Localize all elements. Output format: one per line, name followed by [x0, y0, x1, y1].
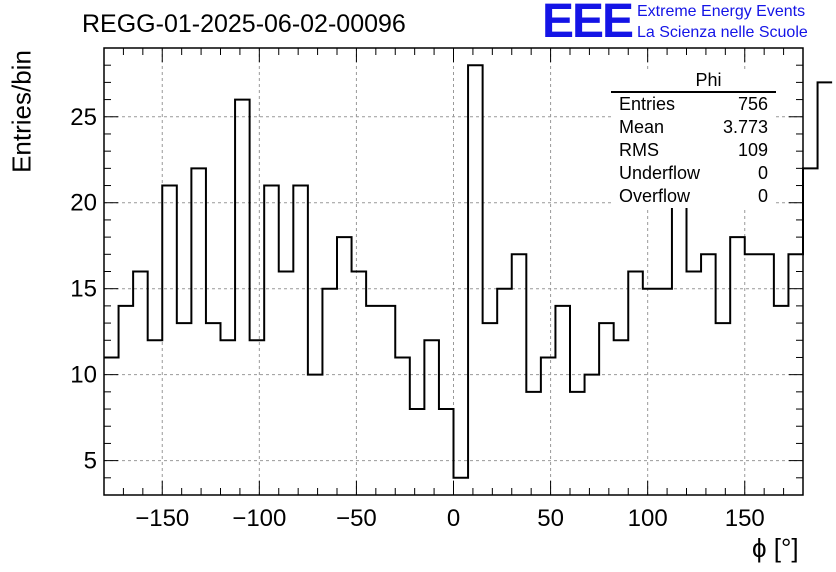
stats-value: 756 [737, 94, 768, 114]
y-tick-label: 20 [70, 190, 97, 217]
x-tick-label: 150 [725, 505, 765, 532]
x-tick-label: −150 [135, 505, 189, 532]
x-tick-label: 50 [537, 505, 564, 532]
stats-row-entries: Entries 756 [611, 93, 776, 116]
y-tick-label: 10 [70, 362, 97, 389]
y-tick-label: 25 [70, 104, 97, 131]
y-axis-label: Entries/bin [6, 50, 37, 173]
logo-subtitle-1: Extreme Energy Events [637, 3, 806, 20]
stats-value: 0 [757, 186, 768, 206]
stats-row-overflow: Overflow 0 [611, 185, 776, 208]
histogram-outline [104, 64, 833, 479]
eee-logo: EEE [542, 0, 634, 48]
stats-row-rms: RMS 109 [611, 139, 776, 162]
stats-box: Phi Entries 756 Mean 3.773 RMS 109 Under… [611, 70, 776, 208]
stats-title: Phi [611, 70, 776, 93]
stats-row-mean: Mean 3.773 [611, 116, 776, 139]
stats-value: 0 [757, 163, 768, 183]
x-tick-label: −50 [336, 505, 377, 532]
stats-label: Entries [619, 94, 676, 114]
tick-labels: −150 −100 −50 0 50 100 150 5 10 15 20 25 [70, 104, 764, 532]
stats-label: Mean [619, 117, 665, 137]
x-axis-label: ϕ [°] [752, 533, 799, 563]
stats-label: Overflow [619, 186, 691, 206]
x-tick-label: −100 [232, 505, 286, 532]
logo-subtitle-2: La Scienza nelle Scuole [637, 24, 808, 41]
y-tick-label: 15 [70, 276, 97, 303]
stats-value: 109 [737, 140, 768, 160]
stats-row-underflow: Underflow 0 [611, 162, 776, 185]
x-tick-label: 0 [447, 505, 460, 532]
axis-ticks [103, 47, 804, 496]
histogram-bars [104, 64, 833, 479]
x-tick-label: 100 [628, 505, 668, 532]
chart-title: REGG-01-2025-06-02-00096 [82, 10, 406, 38]
stats-value: 3.773 [722, 117, 768, 137]
stats-label: Underflow [619, 163, 701, 183]
y-tick-label: 5 [84, 448, 97, 475]
stats-label: RMS [619, 140, 659, 160]
